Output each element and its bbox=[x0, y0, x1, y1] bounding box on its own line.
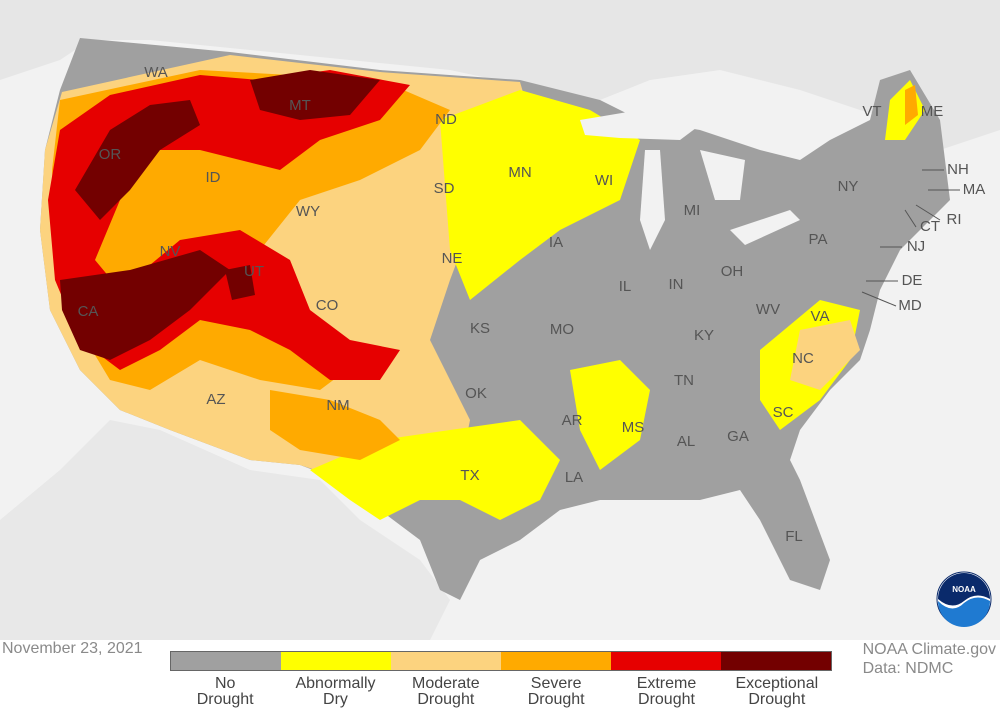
state-label-ar: AR bbox=[562, 412, 583, 429]
state-label-ny: NY bbox=[838, 178, 859, 195]
legend-label-1: Abnormally Dry bbox=[295, 675, 376, 708]
state-label-tn: TN bbox=[674, 372, 694, 389]
legend-swatch-1 bbox=[281, 652, 391, 670]
state-label-va: VA bbox=[811, 308, 830, 325]
state-label-wy: WY bbox=[296, 203, 320, 220]
drought-map: WA OR CA ID NV MT WY UT AZ CO NM ND SD NE KS OK TX MN IA MO… bbox=[0, 0, 1000, 640]
dry-plains bbox=[440, 90, 640, 300]
state-label-ne: NE bbox=[442, 250, 463, 267]
legend-label-5: Exceptional Drought bbox=[735, 675, 819, 708]
state-label-ut: UT bbox=[244, 263, 264, 280]
credit-source: NOAA Climate.gov bbox=[862, 641, 996, 658]
moderate-carolinas bbox=[790, 320, 860, 390]
state-label-sc: SC bbox=[773, 404, 794, 421]
map-date: November 23, 2021 bbox=[2, 640, 143, 657]
legend-swatch-2 bbox=[391, 652, 501, 670]
legend-swatch-0 bbox=[171, 652, 281, 670]
state-label-oh: OH bbox=[721, 263, 744, 280]
state-label-ks: KS bbox=[470, 320, 490, 337]
state-label-pa: PA bbox=[809, 231, 828, 248]
state-label-wi: WI bbox=[595, 172, 613, 189]
severe-nm bbox=[270, 390, 400, 460]
legend-swatch-3 bbox=[501, 652, 611, 670]
leader-line-ri bbox=[915, 204, 941, 221]
state-label-in: IN bbox=[669, 276, 684, 293]
legend-label-3: Severe Drought bbox=[527, 675, 585, 708]
state-label-mn: MN bbox=[508, 164, 531, 181]
state-label-vt: VT bbox=[862, 103, 881, 120]
mexico-landmass bbox=[0, 420, 450, 640]
leader-line-md bbox=[861, 291, 897, 307]
state-label-il: IL bbox=[619, 278, 632, 295]
state-label-ms: MS bbox=[622, 419, 645, 436]
state-label-ca: CA bbox=[78, 303, 99, 320]
lake-erie bbox=[730, 210, 800, 245]
legend-label-2: Moderate Drought bbox=[412, 675, 480, 708]
legend-color-bar bbox=[170, 651, 832, 671]
us-map-svg: WA OR CA ID NV MT WY UT AZ CO NM ND SD NE KS OK TX MN IA MO… bbox=[0, 0, 1000, 640]
svg-text:NOAA: NOAA bbox=[952, 585, 976, 594]
lake-michigan bbox=[640, 150, 665, 250]
state-label-ok: OK bbox=[465, 385, 487, 402]
state-label-mo: MO bbox=[550, 321, 574, 338]
legend-swatch-4 bbox=[611, 652, 721, 670]
state-label-ky: KY bbox=[694, 327, 714, 344]
state-label-mi: MI bbox=[684, 202, 701, 219]
legend-labels: No Drought Abnormally Dry Moderate Drought Sev… bbox=[170, 676, 832, 708]
dry-southeast bbox=[570, 360, 650, 470]
state-label-wa: WA bbox=[144, 64, 168, 81]
state-label-de: DE bbox=[902, 272, 923, 289]
state-label-ct: CT bbox=[920, 218, 940, 235]
state-label-ia: IA bbox=[549, 234, 563, 251]
state-label-co: CO bbox=[316, 297, 339, 314]
exceptional-utah bbox=[225, 265, 255, 300]
legend-label-0: No Drought bbox=[196, 675, 254, 708]
legend-label-4: Extreme Drought bbox=[636, 675, 697, 708]
state-label-ma: MA bbox=[963, 181, 986, 198]
state-label-or: OR bbox=[99, 146, 122, 163]
state-label-nj: NJ bbox=[907, 238, 925, 255]
state-label-tx: TX bbox=[460, 467, 479, 484]
state-label-nh: NH bbox=[947, 161, 969, 178]
exceptional-montana bbox=[250, 70, 380, 120]
leader-line-ct bbox=[904, 209, 917, 228]
exceptional-ca-nv bbox=[60, 250, 230, 360]
state-label-mt: MT bbox=[289, 97, 311, 114]
noaa-logo: NOAA bbox=[936, 571, 992, 627]
credit-data: Data: NDMC bbox=[862, 660, 954, 677]
state-label-nm: NM bbox=[326, 397, 349, 414]
state-label-nd: ND bbox=[435, 111, 457, 128]
state-label-id: ID bbox=[206, 169, 221, 186]
state-label-wv: WV bbox=[756, 301, 780, 318]
severe-maine bbox=[905, 85, 918, 125]
legend-swatch-5 bbox=[721, 652, 831, 670]
state-label-me: ME bbox=[921, 103, 944, 120]
state-label-nc: NC bbox=[792, 350, 814, 367]
canada-landmass bbox=[0, 0, 1000, 150]
state-label-la: LA bbox=[565, 469, 583, 486]
state-label-nv: NV bbox=[160, 243, 181, 260]
state-labels: WA OR CA ID NV MT WY UT AZ CO NM ND SD NE KS OK TX MN IA MO… bbox=[78, 64, 986, 545]
state-label-sd: SD bbox=[434, 180, 455, 197]
credit-block: NOAA Climate.gov Data: NDMC bbox=[863, 640, 996, 678]
lake-huron bbox=[700, 150, 745, 200]
state-label-md: MD bbox=[898, 297, 921, 314]
state-label-al: AL bbox=[677, 433, 695, 450]
lake-superior bbox=[580, 110, 700, 140]
state-label-az: AZ bbox=[206, 391, 225, 408]
state-label-fl: FL bbox=[785, 528, 803, 545]
state-label-ga: GA bbox=[727, 428, 749, 445]
state-label-ri: RI bbox=[947, 211, 962, 228]
exceptional-oregon bbox=[75, 100, 200, 220]
